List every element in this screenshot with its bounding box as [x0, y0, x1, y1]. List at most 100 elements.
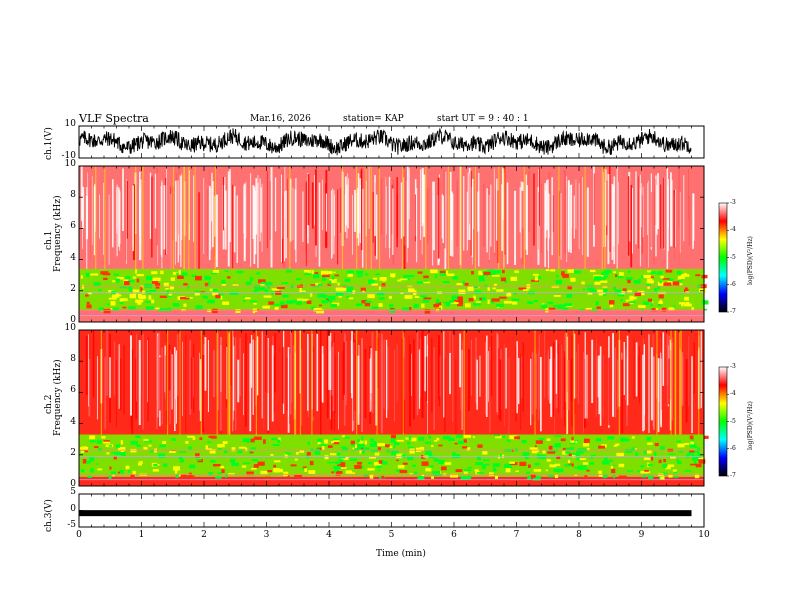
ch2-spectrogram-texture — [554, 435, 562, 438]
ch1-spectrogram-streak — [175, 180, 177, 242]
ch1-spectrogram-streak — [224, 176, 226, 228]
ch1-spectrogram-streak — [519, 187, 521, 233]
ch2-spectrogram-texture — [136, 444, 142, 447]
ch2-spectrogram-burst — [376, 330, 378, 435]
ch2-spectrogram-texture — [338, 459, 344, 462]
ch1-spectrogram-streak — [406, 166, 409, 248]
ch1-spectrogram-texture — [113, 273, 120, 276]
ch2-spectrogram-texture — [327, 461, 335, 464]
ch2-spectrogram-streak — [182, 341, 183, 416]
ch1-spectrogram-texture — [330, 304, 338, 308]
ch1-spectrogram-streak — [494, 188, 496, 257]
ch2-spectrogram-texture — [426, 450, 432, 452]
ch2-spectrogram-texture — [294, 458, 298, 461]
ch2-spectrogram-texture — [231, 463, 239, 466]
ch1-spectrogram-texture — [677, 279, 682, 282]
ch1-spectrogram-texture — [660, 275, 664, 279]
ch1-spectrogram-texture — [232, 284, 239, 286]
ch2-spectrogram-streak — [688, 335, 690, 406]
ch1-spectrogram-texture — [159, 295, 168, 298]
ch2-spectrogram-texture — [199, 437, 203, 441]
ch2-spectrogram-texture — [641, 475, 646, 478]
ch1-spectrogram-texture — [263, 295, 272, 298]
ch2-spectrogram-streak — [564, 332, 567, 402]
ch1-spectrogram-texture — [345, 290, 353, 294]
ch1-spectrogram-streak — [154, 173, 157, 229]
ch2-spectrogram-streak — [353, 339, 356, 411]
ch1-spectrogram-streak — [526, 185, 528, 255]
ch2-spectrogram-streak — [286, 357, 288, 411]
ch1-spectrogram-texture — [155, 307, 160, 310]
ch2-spectrogram-streak — [666, 334, 669, 386]
ch1-spectrogram-streak — [314, 169, 317, 246]
ch1-spectrogram-streak — [525, 174, 527, 250]
ch2-spectrogram-texture — [463, 471, 468, 475]
ch2-spectrogram-texture — [562, 451, 567, 455]
ch1-spectrogram-streak — [119, 191, 121, 245]
ch1-spectrogram-texture — [573, 270, 581, 274]
ch1-spectrogram-texture — [678, 302, 686, 305]
ch2-spectrogram-texture — [452, 452, 456, 456]
ch1-spectrogram-texture — [643, 274, 651, 279]
ch2-spectrogram-texture — [419, 446, 425, 451]
ch1-spectrogram-streak — [692, 193, 694, 249]
ch2-spectrogram-ytick-label: 2 — [70, 447, 76, 458]
ch2-spectrogram-texture — [554, 463, 561, 466]
ch2-spectrogram-texture — [96, 439, 102, 444]
ch2-spectrogram-texture — [531, 451, 538, 454]
ch2-spectrogram-texture — [152, 469, 160, 472]
ch1-spectrogram-texture — [138, 293, 142, 299]
ch2-spectrogram-texture — [336, 471, 343, 475]
ch2-spectrogram-texture — [317, 440, 321, 445]
ch2-spectrogram-texture — [402, 462, 408, 465]
ch1-spectrogram-texture — [163, 282, 169, 287]
ch2-spectrogram-streak — [220, 337, 222, 392]
ch2-spectrogram-streak — [544, 330, 546, 398]
ch2-spectrogram-burst — [680, 330, 682, 435]
ch1-spectrogram-streak — [362, 188, 364, 268]
ch1-spectrogram-streak — [253, 186, 256, 264]
ch2-spectrogram-streak — [691, 356, 693, 434]
ch1-spectrogram-streak — [611, 183, 614, 260]
ch1-spectrogram-texture — [364, 273, 369, 276]
ch1-spectrogram-texture — [177, 275, 184, 279]
ch1-spectrogram-streak — [208, 185, 211, 261]
ch2-spectrogram-streak — [120, 358, 122, 411]
ch1-spectrogram-texture — [281, 282, 289, 285]
ch2-spectrogram-streak — [516, 341, 518, 414]
ch1-spectrogram-texture — [328, 295, 336, 300]
ch1-spectrogram-streak — [385, 177, 387, 249]
ch1-spectrogram-texture — [595, 301, 599, 306]
ch1-spectrogram-streak — [352, 195, 353, 255]
ch1-spectrogram-streak — [493, 168, 495, 253]
ch1-spectrogram-texture — [250, 300, 258, 303]
ch2-spectrogram-texture — [90, 468, 94, 473]
ch2-spectrogram-texture — [654, 451, 657, 457]
ch2-spectrogram-texture — [179, 459, 185, 463]
ch2-spectrogram-texture — [434, 440, 438, 442]
ch1-spectrogram-streak — [80, 166, 83, 221]
ch2-spectrogram-texture — [169, 451, 176, 454]
ch1-spectrogram-texture — [416, 281, 425, 284]
ch2-spectrogram-texture — [534, 445, 537, 448]
ch2-spectrogram-streak — [424, 335, 427, 392]
ch2-spectrogram-texture — [406, 441, 411, 445]
ch1-spectrogram-streak — [657, 173, 659, 230]
ch2-spectrogram-texture — [135, 435, 141, 439]
ch1-spectrogram-streak — [314, 174, 315, 226]
ch1-spectrogram-texture — [316, 309, 325, 314]
ch1-spectrogram-streak — [223, 176, 225, 231]
ch1-spectrogram-texture — [413, 303, 419, 309]
ch2-spectrogram-texture — [530, 474, 536, 478]
ch1-spectrogram-texture — [548, 307, 556, 310]
x-tick-label: 3 — [263, 530, 270, 540]
ch1-spectrogram-texture — [435, 274, 438, 279]
ch2-spectrogram-streak — [561, 344, 563, 419]
ch1-spectrogram-texture — [646, 283, 651, 287]
ch2-spectrogram-texture — [554, 442, 561, 447]
ch1-spectrogram-texture — [685, 302, 690, 305]
ch2-spectrogram-burst — [566, 330, 568, 435]
ch2-spectrogram-texture — [505, 468, 511, 473]
ch1-spectrogram-texture — [439, 270, 446, 274]
ch1-spectrogram-texture — [195, 305, 203, 310]
